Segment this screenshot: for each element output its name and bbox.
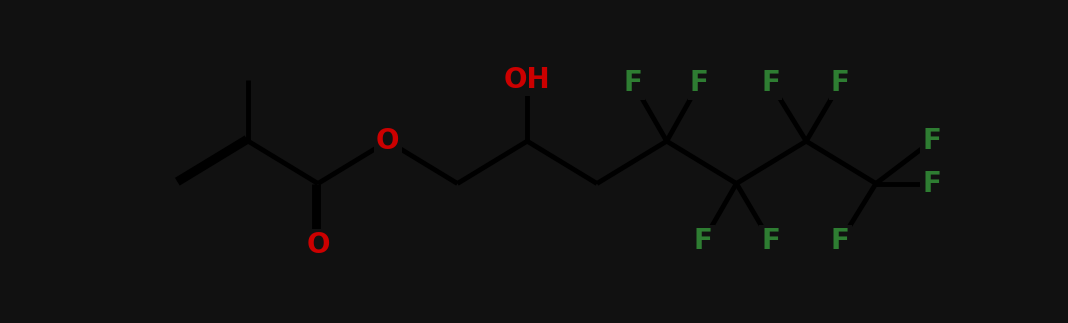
Text: F: F xyxy=(690,69,709,98)
Text: F: F xyxy=(694,227,712,255)
Text: F: F xyxy=(831,69,850,98)
Text: F: F xyxy=(923,170,941,198)
Text: F: F xyxy=(923,127,941,155)
Text: O: O xyxy=(376,127,399,155)
Text: O: O xyxy=(307,231,330,259)
Text: F: F xyxy=(761,69,780,98)
Text: OH: OH xyxy=(504,66,550,94)
Text: F: F xyxy=(624,69,643,98)
Text: F: F xyxy=(761,227,780,255)
Text: F: F xyxy=(831,227,850,255)
